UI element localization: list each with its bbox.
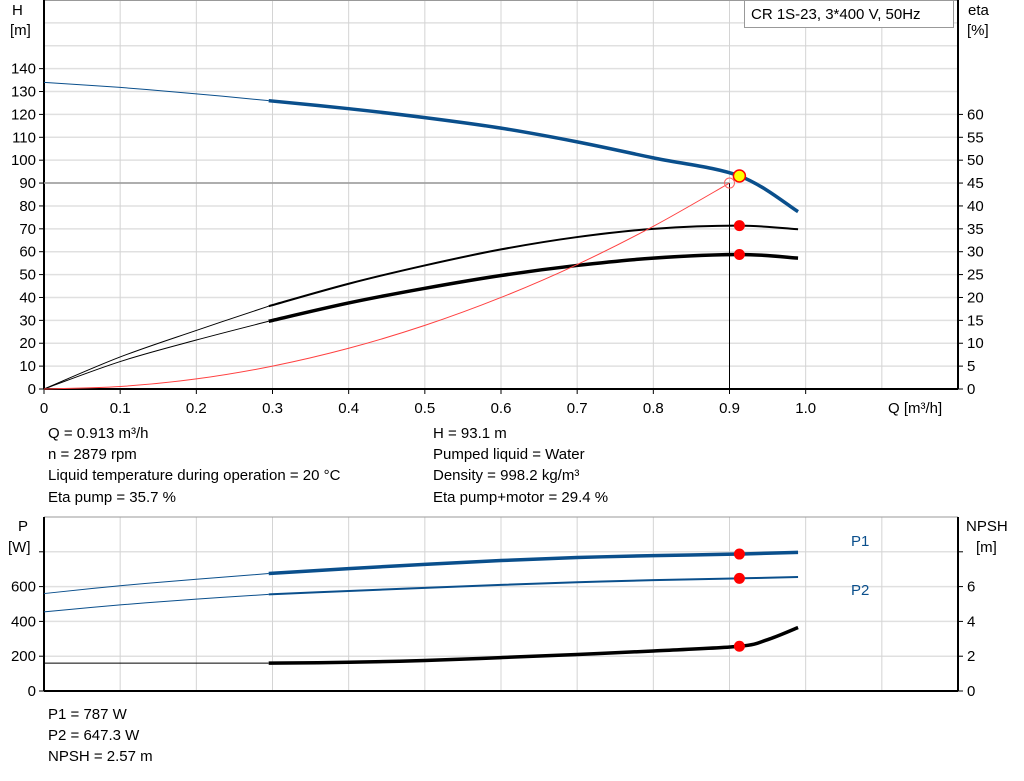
x-tick-label: 0.2 [186, 400, 207, 417]
y-right-tick-label: 60 [967, 106, 984, 123]
x-tick-label: 0.8 [643, 400, 664, 417]
x-tick-label: 0.6 [491, 400, 512, 417]
p2-series-label: P2 [851, 582, 869, 599]
bottom-P2-curve-outside-range [43, 593, 269, 613]
y-left-axis-name: P [18, 518, 28, 535]
x-tick-label: 0.3 [262, 400, 283, 417]
info-p2: P2 = 647.3 W [48, 727, 140, 744]
p2-duty-point [733, 572, 745, 584]
eta-pump-duty-point [733, 220, 745, 232]
bottom-P2-curve [268, 576, 799, 596]
bottom-P1-curve [268, 550, 799, 576]
y-right-tick-label: 6 [967, 579, 975, 596]
y-right-tick-label: 10 [967, 335, 984, 352]
x-tick-label: 0.4 [338, 400, 359, 417]
info-temperature: Liquid temperature during operation = 20… [48, 467, 341, 484]
x-tick-label: 0.7 [567, 400, 588, 417]
y-left-tick-label: 50 [19, 267, 36, 284]
y-right-tick-label: 2 [967, 648, 975, 665]
y-left-tick-label: 0 [28, 381, 36, 398]
y-left-tick-label: 70 [19, 221, 36, 238]
y-right-tick-label: 0 [967, 683, 975, 700]
y-right-tick-label: 5 [967, 358, 975, 375]
y-right-axis-name: NPSH [966, 518, 1008, 535]
bottom-NPSH-curve [268, 625, 799, 665]
y-left-tick-label: 110 [12, 129, 36, 146]
y-right-tick-label: 30 [967, 244, 984, 261]
p1-series-label: P1 [851, 533, 869, 550]
y-left-tick-label: 90 [19, 175, 36, 192]
top-eta-pump-motor-curve-outside-range [43, 320, 269, 390]
head-duty-point [732, 169, 747, 183]
y-left-tick-label: 130 [11, 84, 36, 101]
y-left-tick-label: 400 [11, 613, 36, 630]
y-left-tick-label: 100 [11, 152, 36, 169]
y-left-tick-label: 120 [11, 106, 36, 123]
x-tick-label: 0 [40, 400, 48, 417]
y-right-tick-label: 15 [967, 312, 984, 329]
y-left-tick-label: 600 [11, 579, 36, 596]
y-left-tick-label: 30 [19, 312, 36, 329]
info-npsh: NPSH = 2.57 m [48, 748, 153, 765]
requested-point-marker [724, 177, 735, 189]
y-right-tick-label: 4 [967, 613, 975, 630]
info-eta-total: Eta pump+motor = 29.4 % [433, 489, 609, 506]
y-left-axis-unit: [W] [8, 539, 31, 556]
info-liquid: Pumped liquid = Water [433, 446, 585, 463]
x-tick-label: 0.1 [110, 400, 131, 417]
bottom-P1-curve-outside-range [43, 573, 269, 595]
top-H-curve-outside-range [43, 81, 269, 102]
top-eta-pump-curve-outside-range [43, 305, 269, 390]
y-right-tick-label: 45 [967, 175, 984, 192]
y-right-axis-unit: [m] [976, 539, 997, 556]
y-right-tick-label: 35 [967, 221, 984, 238]
eta-total-duty-point [733, 248, 745, 260]
y-right-axis-name: eta [968, 2, 990, 19]
y-right-tick-label: 20 [967, 289, 984, 306]
y-right-tick-label: 40 [967, 198, 984, 215]
info-p1: P1 = 787 W [48, 706, 127, 723]
y-right-tick-label: 55 [967, 129, 984, 146]
chart-title: CR 1S-23, 3*400 V, 50Hz [744, 0, 954, 28]
info-q: Q = 0.913 m³/h [48, 425, 149, 442]
top-eta-pump-motor-curve [268, 252, 799, 323]
y-left-tick-label: 200 [11, 648, 36, 665]
y-right-axis-unit: [%] [967, 22, 989, 39]
y-left-tick-label: 80 [19, 198, 36, 215]
top-eta-pump-curve [268, 224, 799, 308]
y-left-tick-label: 40 [19, 289, 36, 306]
top-system-curve-curve [43, 182, 730, 390]
y-right-tick-label: 25 [967, 267, 984, 284]
y-left-tick-label: 20 [19, 335, 36, 352]
y-left-tick-label: 140 [11, 61, 36, 78]
y-left-axis-name: H [12, 2, 23, 19]
y-right-tick-label: 0 [967, 381, 975, 398]
info-density: Density = 998.2 kg/m³ [433, 467, 580, 484]
info-speed: n = 2879 rpm [48, 446, 137, 463]
p1-duty-point [733, 548, 745, 560]
x-tick-label: 1.0 [795, 400, 816, 417]
y-left-tick-label: 0 [28, 683, 36, 700]
y-left-tick-label: 60 [19, 244, 36, 261]
info-eta-pump: Eta pump = 35.7 % [48, 489, 176, 506]
y-left-axis-unit: [m] [10, 22, 31, 39]
top-H-curve [268, 98, 799, 214]
info-head: H = 93.1 m [433, 425, 507, 442]
y-left-tick-label: 10 [19, 358, 36, 375]
y-right-tick-label: 50 [967, 152, 984, 169]
x-axis-label: Q [m³/h] [888, 400, 942, 417]
x-tick-label: 0.9 [719, 400, 740, 417]
npsh-duty-point [733, 640, 745, 652]
x-tick-label: 0.5 [414, 400, 435, 417]
